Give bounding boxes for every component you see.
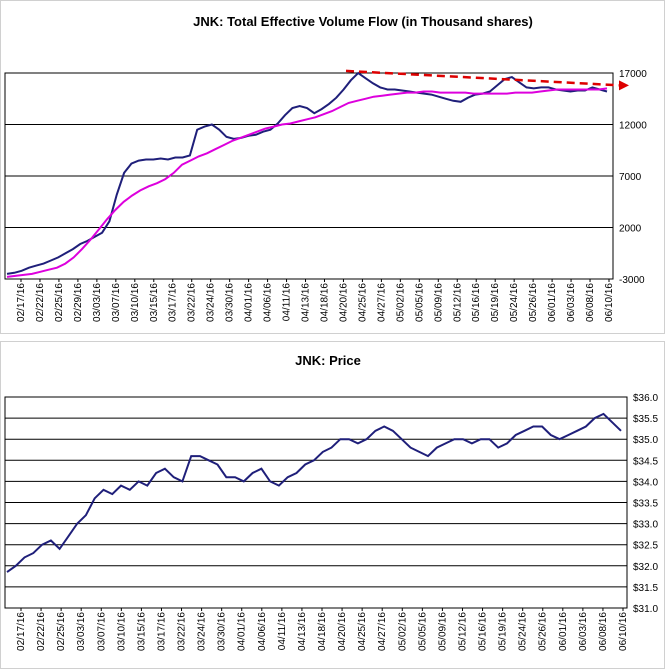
x-tick-label: 02/25/16 <box>56 612 67 651</box>
x-tick-label: 02/22/16 <box>36 612 47 651</box>
volume-flow-chart: JNK: Total Effective Volume Flow (in Tho… <box>4 14 647 322</box>
x-tick-label: 05/16/16 <box>471 283 482 322</box>
y-tick-label: $32.0 <box>633 562 658 573</box>
x-tick-label: 05/26/16 <box>538 612 549 651</box>
x-tick-label: 04/18/16 <box>317 612 328 651</box>
x-tick-label: 04/18/16 <box>319 283 330 322</box>
x-tick-label: 05/24/16 <box>509 283 520 322</box>
x-tick-label: 05/19/16 <box>498 612 509 651</box>
y-tick-label: $32.5 <box>633 541 658 552</box>
x-tick-label: 05/02/16 <box>395 283 406 322</box>
x-tick-label: 05/19/16 <box>490 283 501 322</box>
x-tick-label: 03/03/16 <box>76 612 87 651</box>
x-tick-label: 06/01/16 <box>558 612 569 651</box>
trend-line <box>345 69 622 87</box>
x-tick-label: 05/24/16 <box>518 612 529 651</box>
x-tick-label: 03/10/16 <box>130 283 141 322</box>
x-tick-label: 05/12/16 <box>457 612 468 651</box>
x-tick-label: 04/13/16 <box>301 283 312 322</box>
x-tick-label: 05/05/16 <box>417 612 428 651</box>
x-tick-label: 03/30/16 <box>225 283 236 322</box>
x-tick-label: 02/17/16 <box>16 283 27 322</box>
y-tick-label: $35.5 <box>633 414 658 425</box>
volume-flow-chart-panel: JNK: Total Effective Volume Flow (in Tho… <box>0 0 665 334</box>
chart-title: JNK: Total Effective Volume Flow (in Tho… <box>193 14 533 29</box>
y-tick-label: 17000 <box>619 69 647 80</box>
x-tick-label: 04/01/16 <box>244 283 255 322</box>
x-tick-label: 02/25/16 <box>54 283 65 322</box>
y-tick-label: $34.0 <box>633 477 658 488</box>
x-tick-label: 03/15/16 <box>136 612 147 651</box>
y-tick-label: $31.5 <box>633 583 658 594</box>
x-tick-label: 05/09/16 <box>437 612 448 651</box>
x-tick-label: 04/27/16 <box>376 283 387 322</box>
x-tick-label: 05/05/16 <box>414 283 425 322</box>
y-tick-label: $35.0 <box>633 435 658 446</box>
x-tick-label: 06/01/16 <box>547 283 558 322</box>
y-tick-label: $33.0 <box>633 520 658 531</box>
x-tick-label: 04/25/16 <box>357 612 368 651</box>
x-tick-label: 02/22/16 <box>35 283 46 322</box>
x-tick-label: 04/06/16 <box>257 612 268 651</box>
price-chart-panel: JNK: Price $31.0 $31.5 $32.0 $32.5 $33.0 $33.… <box>0 341 665 669</box>
x-tick-label: 03/07/16 <box>111 283 122 322</box>
x-tick-label: 03/22/16 <box>177 612 188 651</box>
x-tick-label: 03/24/16 <box>197 612 208 651</box>
y-tick-label: -3000 <box>619 275 645 286</box>
x-tick-label: 04/13/16 <box>297 612 308 651</box>
series-line-1 <box>6 87 608 278</box>
x-tick-label: 02/17/16 <box>16 612 27 651</box>
x-tick-label: 04/27/16 <box>377 612 388 651</box>
x-tick-label: 04/20/16 <box>337 612 348 651</box>
x-tick-label: 03/17/16 <box>156 612 167 651</box>
x-tick-label: 04/01/16 <box>237 612 248 651</box>
series-line-0 <box>6 412 622 573</box>
chart-title: JNK: Price <box>295 353 361 368</box>
x-tick-label: 03/15/16 <box>149 283 160 322</box>
x-tick-label: 03/30/16 <box>217 612 228 651</box>
x-tick-label: 03/17/16 <box>168 283 179 322</box>
x-tick-label: 03/22/16 <box>187 283 198 322</box>
x-tick-label: 04/06/16 <box>263 283 274 322</box>
x-tick-label: 06/03/16 <box>566 283 577 322</box>
x-tick-label: 05/12/16 <box>452 283 463 322</box>
y-tick-label: $34.5 <box>633 456 658 467</box>
x-tick-label: 04/25/16 <box>357 283 368 322</box>
x-tick-label: 05/16/16 <box>478 612 489 651</box>
x-tick-label: 04/20/16 <box>338 283 349 322</box>
x-tick-label: 05/09/16 <box>433 283 444 322</box>
y-tick-label: $31.0 <box>633 604 658 615</box>
x-tick-label: 03/24/16 <box>206 283 217 322</box>
y-tick-label: $36.0 <box>633 393 658 404</box>
x-tick-label: 03/03/16 <box>92 283 103 322</box>
x-tick-label: 06/08/16 <box>585 283 596 322</box>
x-tick-label: 03/07/16 <box>96 612 107 651</box>
x-tick-label: 05/02/16 <box>397 612 408 651</box>
price-chart: JNK: Price $31.0 $31.5 $32.0 $32.5 $33.0 $33.… <box>4 353 658 651</box>
x-tick-label: 06/10/16 <box>618 612 629 651</box>
x-tick-label: 05/26/16 <box>528 283 539 322</box>
x-tick-label: 06/03/16 <box>578 612 589 651</box>
x-tick-label: 06/08/16 <box>598 612 609 651</box>
y-tick-label: 2000 <box>619 224 642 235</box>
trend-arrowhead <box>619 80 629 91</box>
x-tick-label: 04/11/16 <box>282 283 293 322</box>
y-tick-label: $33.5 <box>633 499 658 510</box>
y-tick-label: 7000 <box>619 172 642 183</box>
x-tick-label: 06/10/16 <box>604 283 615 322</box>
x-tick-label: 04/11/16 <box>277 612 288 651</box>
x-tick-label: 03/10/16 <box>116 612 127 651</box>
y-tick-label: 12000 <box>619 121 647 132</box>
x-tick-label: 02/29/16 <box>73 283 84 322</box>
series-line-0 <box>6 71 608 275</box>
